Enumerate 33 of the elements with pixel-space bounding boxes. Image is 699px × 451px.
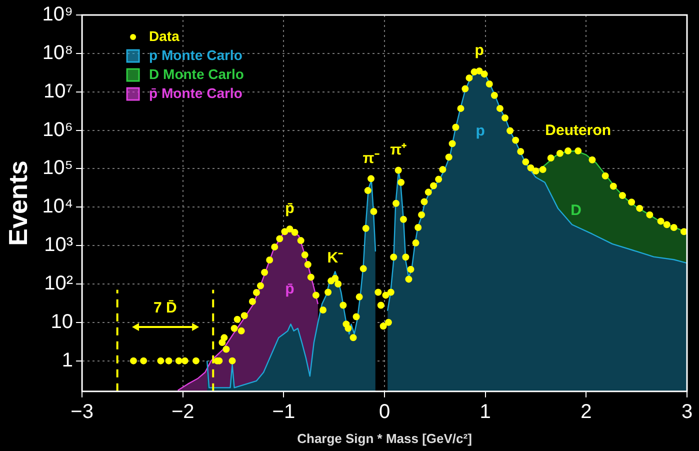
y-tick-label: 10 (50, 310, 74, 333)
annotation: p (474, 42, 484, 60)
y-tick-label: 10⁴ (42, 196, 74, 218)
x-axis-title: Charge Sign * Mass [GeV/c²] (297, 430, 472, 446)
y-tick-label: 10³ (44, 234, 74, 256)
y-tick-label: 10⁵ (42, 157, 74, 180)
annotation: p (476, 122, 485, 140)
x-tick-label: 3 (681, 400, 693, 423)
legend-label: p̄ Monte Carlo (149, 84, 242, 101)
annotation: 7 D̄ (154, 300, 178, 317)
y-axis-title: Events (2, 160, 33, 246)
legend-label: Data (149, 28, 180, 44)
x-tick-label: 2 (580, 400, 592, 423)
x-tick-label: −2 (171, 400, 194, 423)
y-tick-label: 1 (62, 349, 74, 372)
y-tick-label: 10⁷ (44, 80, 74, 102)
x-tick-label: 0 (378, 400, 390, 423)
annotation: π⁻ (362, 150, 380, 167)
y-tick-label: 10⁹ (42, 4, 74, 26)
legend-label: p Monte Carlo (149, 46, 242, 63)
x-tick-label: 1 (480, 400, 491, 423)
x-tick-label: −3 (70, 400, 94, 423)
x-tick-label: −1 (272, 400, 296, 423)
annotation: π⁺ (390, 141, 407, 158)
y-tick-label: 10⁸ (42, 42, 74, 64)
y-tick-label: 10⁶ (42, 118, 74, 141)
annotation: K⁻ (327, 249, 344, 266)
annotation: D (570, 202, 582, 220)
annotation: Deuteron (545, 122, 612, 140)
legend-label: D Monte Carlo (149, 66, 244, 82)
annotation: p̄ (285, 280, 294, 298)
annotation: p̄ (285, 200, 294, 218)
y-tick-label: 10² (44, 272, 74, 294)
